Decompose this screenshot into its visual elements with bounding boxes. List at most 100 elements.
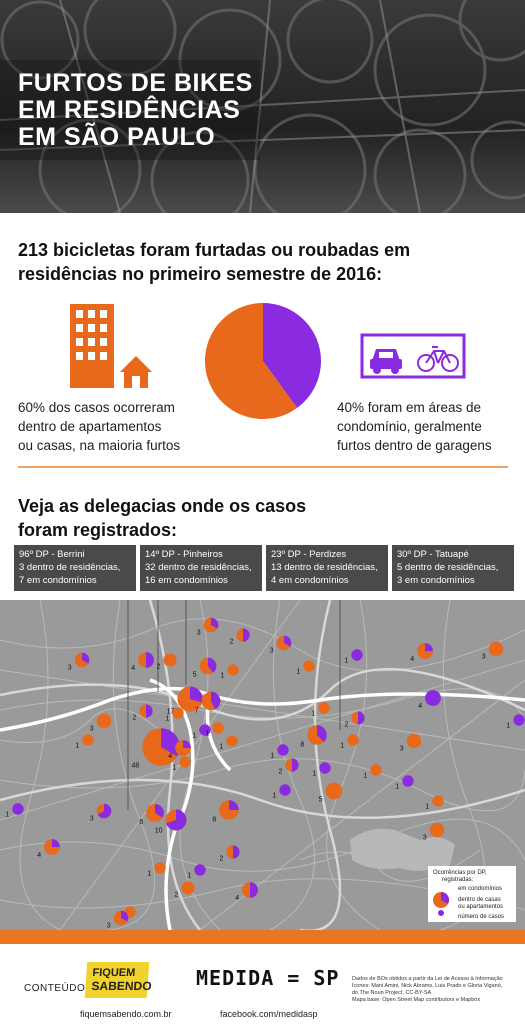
map-point: 2	[278, 758, 299, 776]
map-point-label: 1	[192, 733, 196, 740]
legend-cond: em condomínios	[458, 886, 503, 892]
section-heading-line-1: Veja as delegacias onde os casos	[18, 496, 307, 516]
map-point-label: 48	[131, 763, 139, 770]
hero-title-line-1: FURTOS DE BIKES	[18, 69, 253, 97]
dp-box-berrini: 96º DP - Berrini 3 dentro de residências…	[14, 545, 136, 591]
map-point: 1	[344, 649, 363, 665]
facebook-link[interactable]: facebook.com/medidasp	[220, 1009, 318, 1019]
dp-name: 14º DP - Pinheiros	[145, 549, 223, 560]
map-point-label: 8	[300, 742, 304, 749]
map-point: 1	[75, 734, 94, 750]
dp-condos: 3 em condomínios	[397, 575, 475, 586]
intro-line-1: 213 bicicletas foram furtadas ou roubada…	[18, 240, 411, 260]
map-point-label: 1	[270, 753, 274, 760]
map-point-label: 4	[168, 753, 172, 760]
map-point-label: 2	[344, 722, 348, 729]
map-point: 1	[363, 764, 382, 780]
pie-slice-1	[263, 303, 321, 408]
logo-line-2: SABENDO	[91, 979, 153, 993]
map-point: 1	[395, 775, 414, 791]
map-point-label: 2	[278, 769, 282, 776]
pie-slice-0	[205, 303, 298, 419]
map-point-label: 3	[90, 815, 94, 822]
legend-title-2: registradas:	[442, 877, 474, 883]
map-point: 8	[300, 725, 327, 749]
dp-residences: 32 dentro de residências,	[145, 562, 252, 573]
map-point-label: 3	[90, 725, 94, 732]
sao-paulo-map: 3 2 3 4 2 5 1 3 1 1 4 3 17 7 2 1 48 4 3 1 1 8 1 2 1 6 10 8 5 2 1 1 4 3 1 3 1…	[0, 600, 525, 930]
conteudo-label: CONTEÚDO:	[24, 983, 89, 994]
map-point: 7	[195, 691, 221, 714]
map-point-label: 1	[312, 771, 316, 778]
stat-right: 40% foram em áreas de condomínio, geralm…	[337, 398, 492, 455]
map-point-label: 4	[418, 703, 422, 710]
map-point: 2	[156, 653, 177, 671]
legend-res-1: dentro de casas	[458, 897, 501, 903]
map-point: 3	[423, 822, 445, 841]
dp-condos: 16 em condomínios	[145, 575, 228, 586]
map-point: 1	[187, 864, 206, 880]
map-point: 2	[229, 628, 250, 646]
dp-name: 30º DP - Tatuapé	[397, 549, 469, 560]
stat-left-line-1: 60% dos casos ocorreram	[18, 400, 175, 415]
footer-band	[0, 930, 525, 944]
map-point: 3	[400, 733, 422, 752]
dp-box-pinheiros: 14º DP - Pinheiros 32 dentro de residênc…	[140, 545, 262, 591]
map-point-label: 3	[423, 834, 427, 841]
map-point-label: 5	[319, 796, 323, 803]
credit-line-3: do The Noun Project, CC-BY-SA	[352, 990, 432, 996]
dp-box-tatuape: 30º DP - Tatuapé 5 dentro de residências…	[392, 545, 514, 591]
stat-right-line-3: furtos dentro de garagens	[337, 438, 492, 453]
equals-icon: =	[287, 966, 301, 990]
credit-line-2: Ícones: Mani Amini, Nick Abrams, Luis Pr…	[352, 983, 503, 989]
map-point: 1	[219, 735, 238, 751]
stat-right-line-2: condomínio, geralmente	[337, 419, 482, 434]
map-point: 3	[270, 635, 292, 654]
section-heading: Veja as delegacias onde os casos foram r…	[18, 494, 508, 542]
map-point: 3	[197, 617, 219, 636]
map-point: 5	[193, 657, 217, 678]
map-point-label: 2	[229, 639, 233, 646]
map-point-label: 3	[107, 922, 111, 929]
map-point: 4	[131, 652, 154, 672]
map-point-label: 2	[174, 892, 178, 899]
dp-box-perdizes: 23º DP - Perdizes 13 dentro de residênci…	[266, 545, 388, 591]
map-point: 1	[147, 862, 166, 878]
map-point: 1	[340, 734, 359, 750]
legend-title-1: Ocorrências por DP,	[433, 870, 487, 876]
map-point: 3	[90, 713, 112, 732]
map-point: 1	[192, 724, 211, 740]
map-point: 48	[131, 728, 180, 770]
footer: CONTEÚDO: FIQUEM SABENDO MEDIDA = SP fiq…	[0, 944, 525, 1024]
map-point-label: 1	[395, 784, 399, 791]
map-point-label: 2	[219, 856, 223, 863]
fiquem-sabendo-link[interactable]: fiquemsabendo.com.br	[80, 1009, 172, 1019]
logo-line-1: FIQUEM	[92, 967, 136, 979]
map-point-label: 3	[197, 629, 201, 636]
map-point: 1	[296, 660, 315, 676]
map-point: 3	[90, 803, 112, 822]
map-point-label: 8	[212, 817, 216, 824]
map-point: 2	[344, 711, 365, 729]
dp-residences: 13 dentro de residências,	[271, 562, 378, 573]
map-point-label: 1	[5, 812, 9, 819]
map-point-label: 4	[37, 852, 41, 859]
map-point: 3	[107, 910, 129, 929]
map-point-label: 3	[482, 653, 486, 660]
map-point: 10	[155, 809, 187, 834]
map-point-label: 2	[156, 664, 160, 671]
bicycles-photo	[0, 0, 525, 213]
map-point-label: 2	[132, 715, 136, 722]
legend-num: número de casos	[458, 914, 505, 920]
map-point: 1	[272, 784, 291, 800]
section-divider	[18, 466, 508, 468]
credits: Dados de BOs obtidos a partir da Lei de …	[352, 976, 522, 1004]
map-point-label: 5	[193, 671, 197, 678]
dp-residences: 3 dentro de residências,	[19, 562, 121, 573]
credit-line-1: Dados de BOs obtidos a partir da Lei de …	[352, 976, 503, 982]
map-point: 4	[418, 690, 441, 710]
dp-residences: 5 dentro de residências,	[397, 562, 499, 573]
hero-banner: FURTOS DE BIKES EM RESIDÊNCIAS EM SÃO PA…	[0, 0, 525, 213]
legend-res-2: ou apartamentos	[458, 904, 504, 910]
